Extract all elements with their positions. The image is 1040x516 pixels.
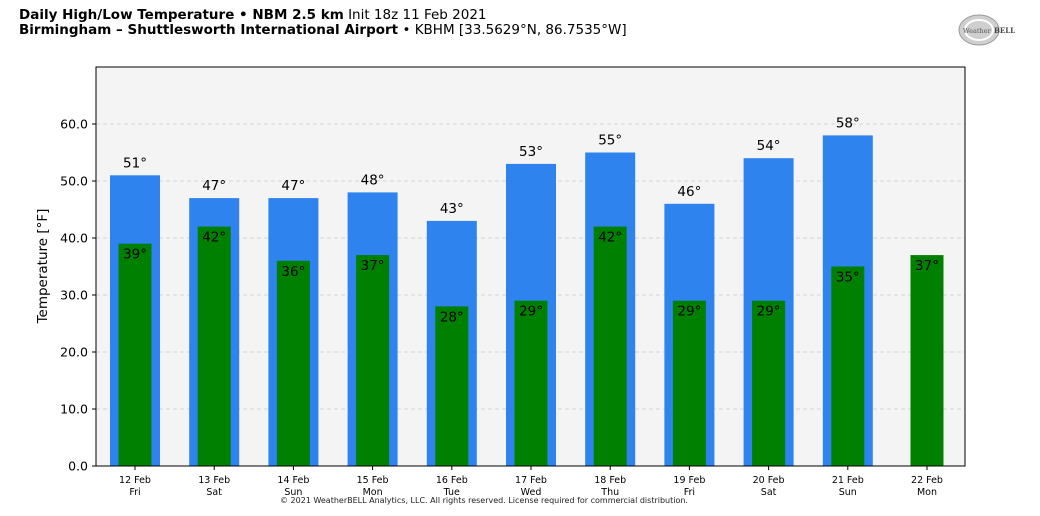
low-temp-label: 35° (836, 270, 860, 286)
init-time: Init 18z 11 Feb 2021 (348, 7, 487, 23)
x-tick-weekday: Tue (443, 487, 460, 498)
high-temp-label: 51° (123, 155, 147, 171)
low-temp-bar (276, 260, 310, 466)
x-tick-date: 17 Feb (515, 475, 547, 486)
y-tick-label: 40.0 (60, 231, 88, 246)
x-tick-weekday: Mon (363, 487, 383, 498)
low-temp-bar (118, 243, 152, 466)
x-tick-date: 16 Feb (436, 475, 468, 486)
x-tick-date: 19 Feb (673, 475, 705, 486)
low-temp-bar (356, 255, 390, 466)
high-temp-label: 43° (440, 201, 464, 217)
low-temp-label: 29° (519, 304, 543, 320)
low-temp-label: 28° (440, 309, 464, 325)
x-tick-weekday: Thu (600, 487, 619, 498)
x-tick-weekday: Wed (521, 487, 542, 498)
y-tick-label: 30.0 (60, 288, 88, 303)
x-tick-date: 15 Feb (357, 475, 389, 486)
logo-text-left: Weather (963, 27, 992, 35)
low-temp-bar (435, 306, 469, 466)
low-temp-bar (197, 226, 231, 466)
x-tick-date: 22 Feb (911, 475, 943, 486)
low-temp-bar (593, 226, 627, 466)
x-tick-weekday: Sat (761, 487, 777, 498)
high-temp-label: 55° (598, 133, 622, 149)
weatherbell-logo: Weather BELL (958, 14, 1015, 46)
x-tick-weekday: Mon (917, 487, 937, 498)
high-temp-label: 53° (519, 144, 543, 160)
low-temp-bar (514, 300, 548, 466)
high-temp-label: 47° (281, 178, 305, 194)
x-tick-weekday: Sat (206, 487, 222, 498)
x-tick-date: 20 Feb (753, 475, 785, 486)
low-temp-label: 39° (123, 247, 147, 263)
station-coordinates: • KBHM [33.5629°N, 86.7535°W] (402, 22, 627, 38)
location-line: Birmingham – Shuttlesworth International… (19, 23, 627, 38)
y-tick-label: 50.0 (60, 174, 88, 189)
x-tick-date: 21 Feb (832, 475, 864, 486)
x-tick-date: 12 Feb (119, 475, 151, 486)
station-name: Birmingham – Shuttlesworth International… (19, 22, 399, 38)
chart-header: Daily High/Low Temperature • NBM 2.5 km … (19, 8, 627, 38)
logo-text-right: BELL (994, 26, 1015, 35)
low-temp-bar (752, 300, 786, 466)
low-temp-label: 42° (598, 230, 622, 246)
high-temp-label: 48° (361, 172, 385, 188)
bar-labels-layer: 51° 39° 47° 42° 47° 36° 48° 37° 43° 28° 53° 29° 55° 4… (123, 115, 939, 325)
y-tick-label: 0.0 (68, 459, 88, 474)
x-tick-weekday: Fri (129, 487, 140, 498)
low-temp-label: 42° (202, 230, 226, 246)
x-tick-date: 14 Feb (277, 475, 309, 486)
low-temp-label: 29° (677, 304, 701, 320)
x-tick-weekday: Sun (284, 487, 302, 498)
x-tick-date: 13 Feb (198, 475, 230, 486)
high-temp-label: 58° (836, 115, 860, 131)
y-tick-label: 10.0 (60, 402, 88, 417)
copyright-notice: © 2021 WeatherBELL Analytics, LLC. All r… (280, 496, 688, 505)
y-axis-label: Temperature [°F] (35, 209, 51, 325)
y-axis: 0.0 10.0 20.0 30.0 40.0 50.0 60.0 (60, 117, 96, 474)
high-temp-label: 47° (202, 178, 226, 194)
high-temp-label: 46° (677, 184, 701, 200)
x-tick-weekday: Sun (839, 487, 857, 498)
y-tick-label: 60.0 (60, 117, 88, 132)
y-tick-label: 20.0 (60, 345, 88, 360)
low-temp-label: 37° (361, 258, 385, 274)
low-temp-bar (910, 255, 944, 466)
low-temp-label: 36° (281, 264, 305, 280)
high-temp-label: 54° (757, 138, 781, 154)
x-tick-weekday: Fri (684, 487, 695, 498)
low-temp-label: 29° (757, 304, 781, 320)
low-temp-label: 37° (915, 258, 939, 274)
low-temp-bar (831, 266, 865, 466)
chart-title: Daily High/Low Temperature • NBM 2.5 km (19, 7, 344, 23)
low-temp-bar (672, 300, 706, 466)
bars-layer (110, 135, 944, 467)
title-line: Daily High/Low Temperature • NBM 2.5 km … (19, 8, 627, 23)
x-tick-date: 18 Feb (594, 475, 626, 486)
